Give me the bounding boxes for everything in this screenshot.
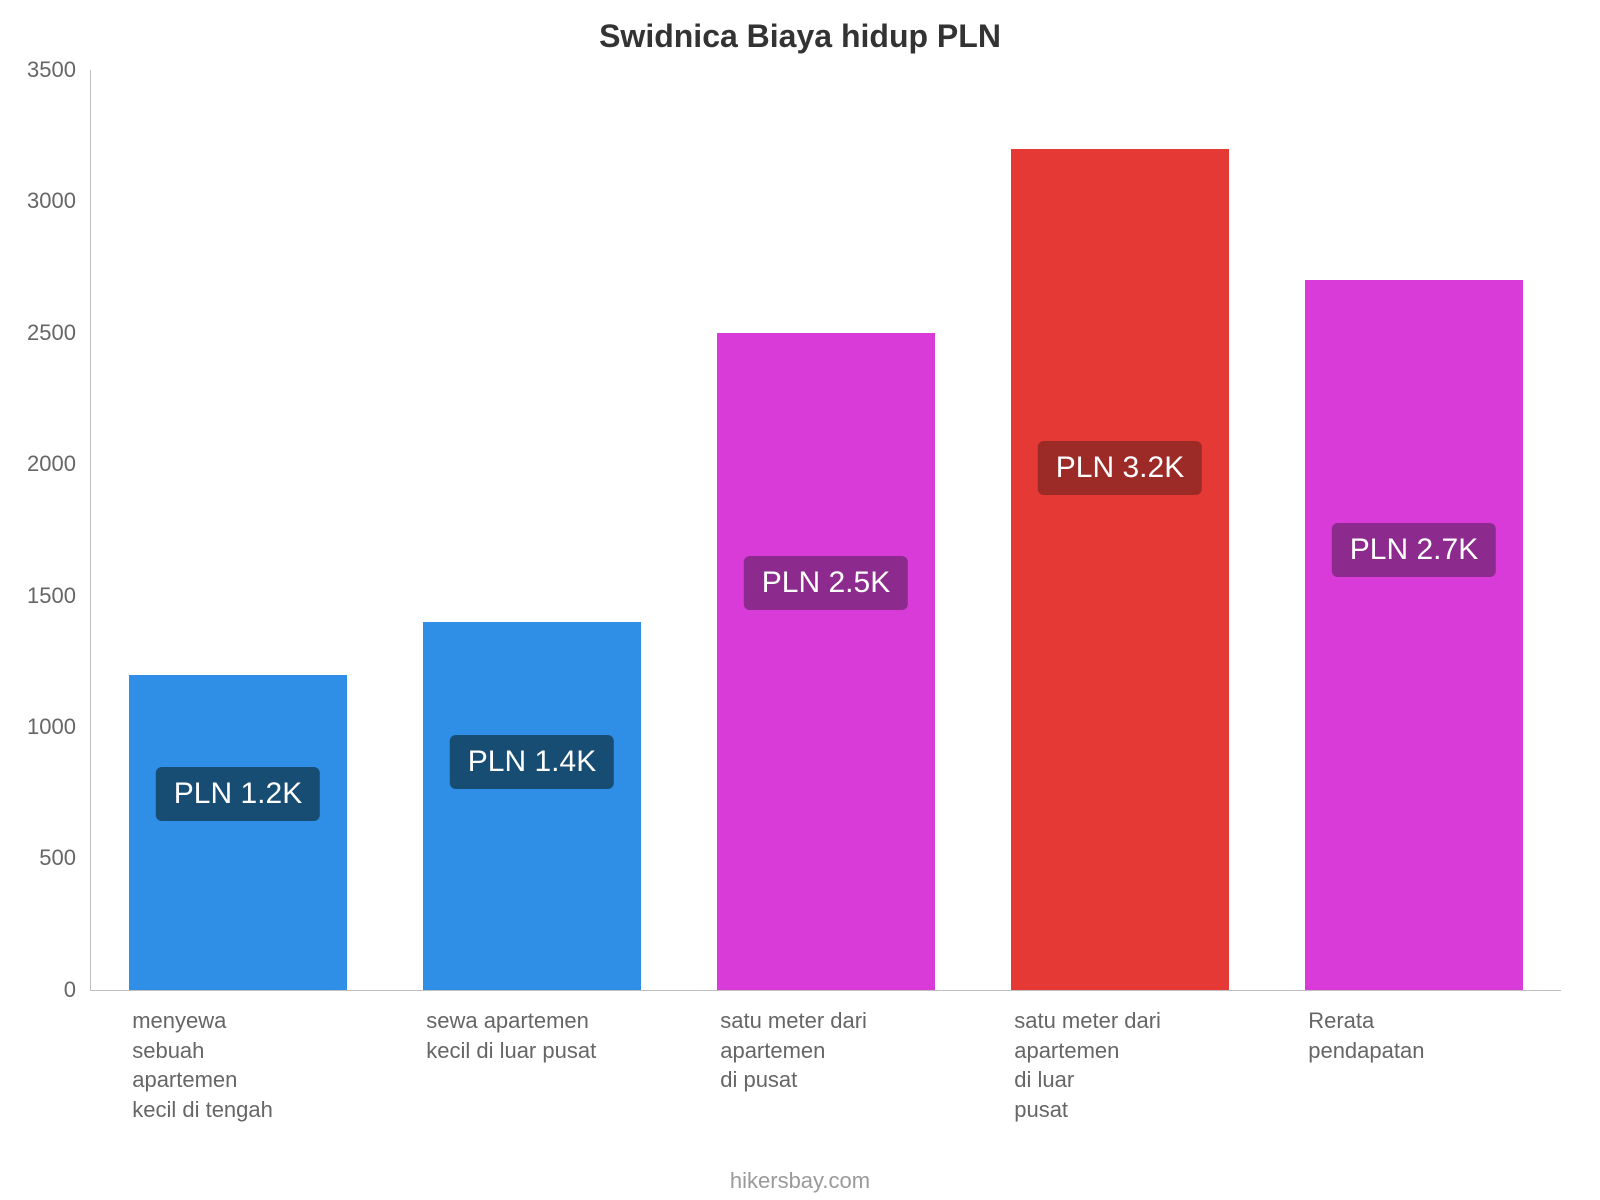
bar-value-badge: PLN 2.7K bbox=[1332, 523, 1496, 577]
x-axis-category-line: pendapatan bbox=[1308, 1038, 1424, 1063]
x-axis-category-line: pusat bbox=[1014, 1097, 1068, 1122]
x-axis-category-line: apartemen bbox=[132, 1067, 237, 1092]
x-axis-category-line: menyewa bbox=[132, 1008, 226, 1033]
x-axis-category-line: kecil di tengah bbox=[132, 1097, 273, 1122]
x-axis-category-label: satu meter dari apartemen di luar pusat bbox=[1014, 1006, 1272, 1125]
x-axis-category-line: Rerata bbox=[1308, 1008, 1374, 1033]
x-axis-category-line: satu meter dari bbox=[1014, 1008, 1161, 1033]
x-axis-category-label: satu meter dari apartemen di pusat bbox=[720, 1006, 978, 1095]
x-axis-category-line: apartemen bbox=[720, 1038, 825, 1063]
x-axis-category-line: apartemen bbox=[1014, 1038, 1119, 1063]
x-axis-category-line: satu meter dari bbox=[720, 1008, 867, 1033]
bar bbox=[1011, 149, 1229, 990]
y-axis-tick-label: 0 bbox=[0, 977, 76, 1003]
y-axis-tick-label: 3500 bbox=[0, 57, 76, 83]
x-axis-category-line: kecil di luar pusat bbox=[426, 1038, 596, 1063]
y-axis-tick-label: 2000 bbox=[0, 451, 76, 477]
x-axis-category-label: sewa apartemen kecil di luar pusat bbox=[426, 1006, 684, 1065]
x-axis-category-line: di pusat bbox=[720, 1067, 797, 1092]
plot-area: PLN 1.2K PLN 1.4K PLN 2.5K PLN 3.2K PLN 2.7K bbox=[90, 70, 1561, 991]
x-axis-category-line: sewa apartemen bbox=[426, 1008, 589, 1033]
bar bbox=[129, 675, 347, 990]
footer-credit: hikersbay.com bbox=[0, 1168, 1600, 1194]
bar-value-badge: PLN 1.4K bbox=[450, 735, 614, 789]
y-axis-tick-label: 2500 bbox=[0, 320, 76, 346]
y-axis-tick-label: 500 bbox=[0, 845, 76, 871]
x-axis-category-line: di luar bbox=[1014, 1067, 1074, 1092]
bar-value-badge: PLN 3.2K bbox=[1038, 441, 1202, 495]
y-axis-tick-label: 3000 bbox=[0, 188, 76, 214]
x-axis-category-line: sebuah bbox=[132, 1038, 204, 1063]
x-axis-category-label: menyewa sebuah apartemen kecil di tengah bbox=[132, 1006, 390, 1125]
y-axis-tick-label: 1000 bbox=[0, 714, 76, 740]
chart-container: Swidnica Biaya hidup PLN PLN 1.2K PLN 1.4… bbox=[0, 0, 1600, 1200]
bar bbox=[1305, 280, 1523, 990]
y-axis-tick-label: 1500 bbox=[0, 583, 76, 609]
bar bbox=[423, 622, 641, 990]
bar-value-badge: PLN 2.5K bbox=[744, 556, 908, 610]
x-axis-category-label: Rerata pendapatan bbox=[1308, 1006, 1566, 1065]
bar-value-badge: PLN 1.2K bbox=[156, 767, 320, 821]
chart-title: Swidnica Biaya hidup PLN bbox=[0, 18, 1600, 55]
bar bbox=[717, 333, 935, 990]
